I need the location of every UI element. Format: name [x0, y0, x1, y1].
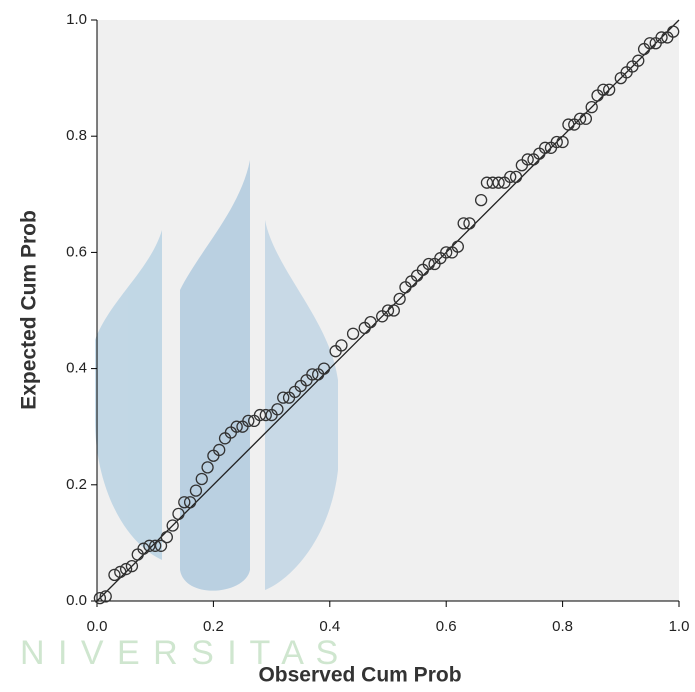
point [463, 217, 476, 230]
point [667, 25, 680, 38]
x-tick-label: 0.8 [552, 618, 573, 635]
point [317, 362, 331, 375]
point [387, 304, 400, 317]
point [474, 193, 488, 207]
point [603, 83, 616, 96]
point [119, 562, 133, 576]
point [114, 565, 127, 579]
y-tick-label: 0.8 [66, 127, 87, 144]
point [230, 420, 243, 433]
y-axis-title: Expected Cum Prob [18, 210, 41, 410]
x-axis-title: Observed Cum Prob [258, 664, 461, 687]
point [259, 408, 272, 422]
point [451, 240, 464, 253]
point [108, 568, 121, 582]
y-tick-label: 0.0 [66, 592, 87, 609]
point [172, 507, 185, 520]
point [562, 118, 575, 131]
point [154, 539, 168, 552]
y-tick-label: 0.6 [66, 243, 87, 260]
point [346, 327, 360, 340]
point [160, 530, 173, 544]
point [573, 112, 587, 125]
y-tick-label: 0.2 [66, 476, 87, 493]
point [643, 37, 657, 50]
point [381, 304, 395, 317]
point [149, 539, 162, 552]
point [195, 472, 208, 486]
point [93, 591, 107, 605]
x-tick-label: 0.6 [436, 618, 457, 635]
point [277, 391, 290, 404]
point [632, 54, 645, 67]
x-tick-label: 0.2 [203, 618, 224, 635]
point [213, 443, 226, 457]
point [137, 542, 150, 555]
point [492, 176, 505, 189]
point [585, 101, 598, 114]
point [457, 217, 470, 230]
point [183, 496, 197, 509]
point [509, 170, 523, 184]
point [393, 292, 406, 306]
point [521, 153, 534, 166]
point [306, 368, 319, 381]
x-tick-label: 1.0 [669, 618, 690, 635]
point [271, 403, 284, 416]
point [550, 135, 563, 149]
point [556, 135, 569, 149]
point [335, 339, 348, 352]
y-tick-label: 0.4 [66, 360, 87, 377]
point [125, 559, 139, 573]
point [189, 484, 203, 497]
point [440, 246, 453, 259]
point [364, 315, 377, 329]
point [99, 590, 112, 603]
point [655, 31, 668, 44]
x-tick-label: 0.4 [319, 618, 340, 635]
point [579, 112, 593, 125]
point [538, 141, 552, 154]
point [201, 461, 214, 474]
x-tick-label: 0.0 [87, 618, 108, 635]
watermark-text: N I V E R S I T A S [20, 634, 340, 672]
point [422, 257, 435, 271]
point [242, 414, 255, 428]
y-tick-label: 1.0 [66, 11, 87, 28]
point [166, 519, 179, 532]
point [178, 496, 191, 509]
point [504, 170, 517, 184]
point [597, 83, 610, 96]
